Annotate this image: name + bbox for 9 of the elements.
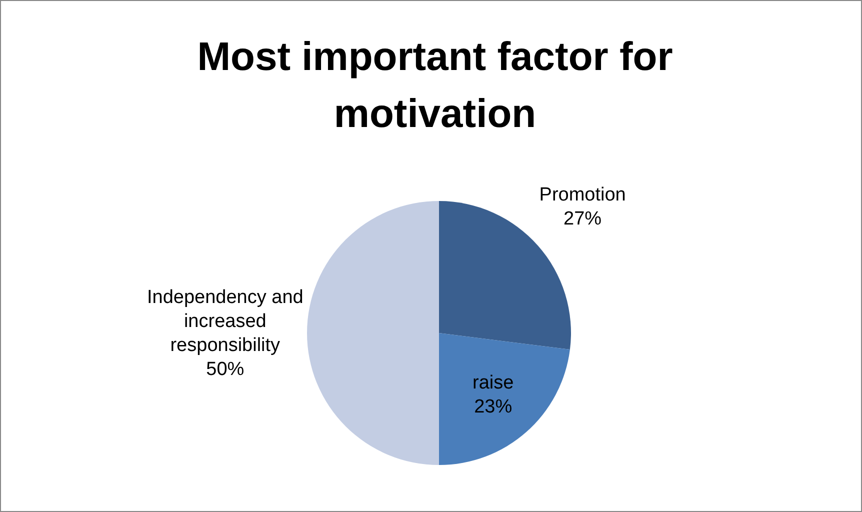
slice-label: Promotion [539, 184, 626, 205]
slice-label: raise [472, 372, 514, 393]
slice-label: Independency and increased responsibility [146, 286, 304, 356]
data-label: 23% [474, 396, 512, 417]
pie-slice [307, 201, 439, 465]
pie-slice [439, 333, 570, 465]
data-label: 50% [206, 358, 244, 380]
data-label: 27% [564, 208, 602, 229]
chart-title: Most important factor for motivation [196, 34, 674, 138]
